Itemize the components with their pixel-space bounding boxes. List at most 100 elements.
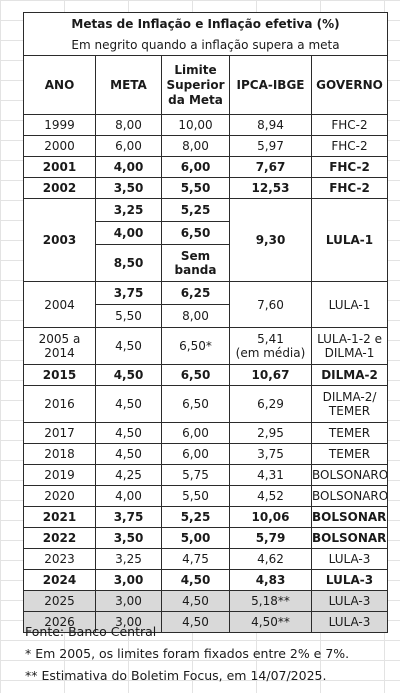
cell-limite: 4,50 [161,611,230,633]
table-row: 2021 3,75 5,25 10,06 BOLSONARO [23,506,389,528]
cell-ano: 2020 [23,485,96,507]
cell-ipca-line1: 5,41 [257,332,284,346]
cell-limite: 6,25 [161,281,230,305]
cell-meta: 3,50 [95,527,162,549]
cell-limite-line1: Sem [180,249,211,263]
cell-ipca: 5,79 [229,527,312,549]
cell-limite: 5,75 [161,464,230,486]
table-row: 2003 3,25 5,25 9,30 LULA-1 [23,198,389,282]
cell-ano: 2015 [23,364,96,386]
cell-ipca: 3,75 [229,443,312,465]
table-row: 2002 3,50 5,50 12,53 FHC-2 [23,177,389,199]
cell-ano: 2001 [23,156,96,178]
cell-meta: 3,25 [95,548,162,570]
cell-limite: 6,50 [161,221,230,245]
table-row: 2023 3,25 4,75 4,62 LULA-3 [23,548,389,570]
cell-meta: 3,00 [95,611,162,633]
cell-meta: 3,00 [95,590,162,612]
table-row: 2019 4,25 5,75 4,31 BOLSONARO [23,464,389,486]
table-row: 2000 6,00 8,00 5,97 FHC-2 [23,135,389,157]
cell-ipca: 7,60 [229,281,312,328]
cell-ano: 1999 [23,114,96,136]
cell-limite: 4,50 [161,590,230,612]
cell-limite: 5,00 [161,527,230,549]
cell-ano: 2025 [23,590,96,612]
cell-meta: 4,00 [95,221,162,245]
cell-meta: 3,75 [95,281,162,305]
cell-ipca: 6,29 [229,385,312,423]
table-row: 2020 4,00 5,50 4,52 BOLSONARO [23,485,389,507]
cell-limite: 5,25 [161,506,230,528]
cell-ano: 2022 [23,527,96,549]
cell-meta: 4,50 [95,443,162,465]
cell-ipca: 5,18** [229,590,312,612]
cell-limite: 10,00 [161,114,230,136]
cell-ipca: 4,50** [229,611,312,633]
cell-governo-line1: LULA-1-2 e [317,332,382,346]
table-row: 2024 3,00 4,50 4,83 LULA-3 [23,569,389,591]
cell-ipca: 8,94 [229,114,312,136]
table-row: 2018 4,50 6,00 3,75 TEMER [23,443,389,465]
cell-governo: TEMER [310,422,389,444]
cell-ano: 2000 [23,135,96,157]
cell-governo: FHC-2 [310,114,389,136]
header-ano: ANO [23,55,96,115]
cell-limite: 5,50 [161,177,230,199]
cell-ipca: 7,67 [229,156,312,178]
cell-limite: 6,50* [161,327,230,365]
cell-ano: 2005 a 2014 [23,327,96,365]
cell-governo: LULA-1 [310,198,389,282]
cell-ano: 2021 [23,506,96,528]
cell-governo-line1: DILMA-2/ [322,390,377,404]
header-limite-line2: Superior [166,77,225,92]
cell-ano: 2017 [23,422,96,444]
header-governo: GOVERNO [310,55,389,115]
cell-ano-line2: 2014 [44,346,75,360]
cell-ipca: 4,62 [229,548,312,570]
header-meta: META [95,55,162,115]
cell-meta: 4,00 [95,156,162,178]
cell-ipca: 4,31 [229,464,312,486]
cell-limite-line2: banda [174,263,217,277]
cell-ano: 2019 [23,464,96,486]
table-title: Metas de Inflação e Inflação efetiva (%) [22,12,389,35]
cell-ipca: 2,95 [229,422,312,444]
cell-ano: 2018 [23,443,96,465]
footnote-source: Fonte: Banco Central [25,624,157,639]
cell-meta: 3,75 [95,506,162,528]
cell-meta: 4,50 [95,422,162,444]
table-row: 1999 8,00 10,00 8,94 FHC-2 [23,114,389,136]
cell-meta: 8,00 [95,114,162,136]
cell-governo: LULA-1 [310,281,389,328]
cell-governo-line2: TEMER [328,404,371,418]
cell-meta: 5,50 [95,304,162,328]
cell-governo: BOLSONARO [310,506,389,528]
cell-ano: 2024 [23,569,96,591]
footnote-2: ** Estimativa do Boletim Focus, em 14/07… [25,668,327,683]
cell-meta: 4,50 [95,364,162,386]
cell-ano: 2002 [23,177,96,199]
cell-governo: LULA-3 [310,548,389,570]
cell-ano: 2023 [23,548,96,570]
table-subtitle: Em negrito quando a inflação supera a me… [22,35,389,56]
cell-governo: FHC-2 [310,177,389,199]
table-row: 2026 3,00 4,50 4,50** LULA-3 [23,611,389,633]
cell-ipca: 9,30 [229,198,312,282]
cell-ipca: 12,53 [229,177,312,199]
header-limite-line1: Limite [174,62,217,77]
cell-limite: 5,50 [161,485,230,507]
cell-limite: 5,25 [161,198,230,222]
table-row: 2015 4,50 6,50 10,67 DILMA-2 [23,364,389,386]
cell-governo: DILMA-2/ TEMER [310,385,389,423]
cell-limite: 6,50 [161,385,230,423]
cell-limite: Sem banda [161,244,230,282]
cell-meta: 8,50 [95,244,162,282]
cell-limite: 6,00 [161,443,230,465]
footnote-1: * Em 2005, os limites foram fixados entr… [25,646,350,661]
cell-ipca: 10,67 [229,364,312,386]
header-row: ANO META Limite Superior da Meta IPCA-IB… [23,55,389,115]
cell-meta: 4,00 [95,485,162,507]
cell-governo: LULA-1-2 e DILMA-1 [310,327,389,365]
table-row: 2005 a 2014 4,50 6,50* 5,41 (em média) L… [23,327,389,365]
table-row: 2017 4,50 6,00 2,95 TEMER [23,422,389,444]
